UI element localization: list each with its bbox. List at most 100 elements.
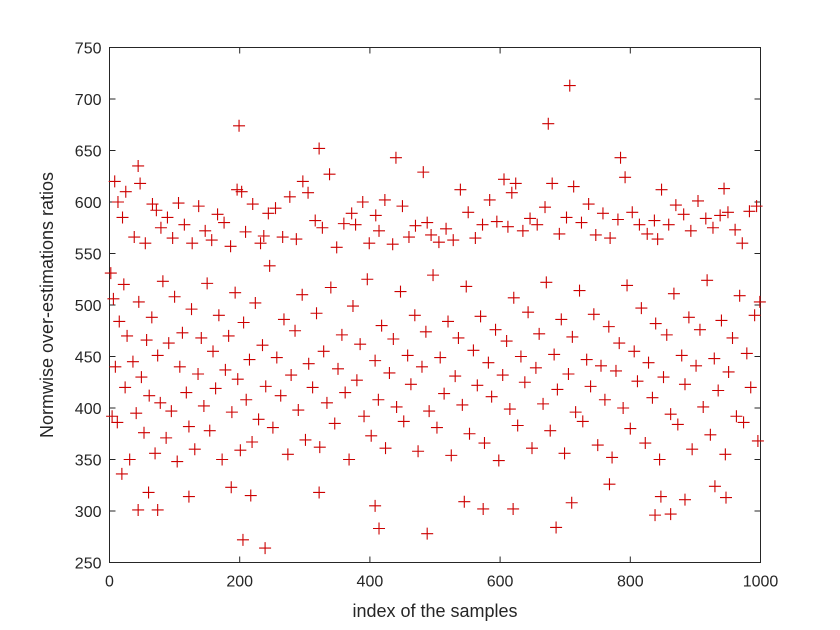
data-point [525,442,538,455]
data-point [596,207,609,220]
data-point [135,371,148,384]
data-point [611,213,624,226]
data-point [266,421,279,434]
data-point [718,182,731,195]
data-point [252,413,265,426]
data-point [205,234,218,247]
data-point [239,225,252,238]
data-point [737,416,750,429]
data-point [678,378,691,391]
data-point [531,218,544,231]
data-point [669,199,682,212]
data-point [257,229,270,242]
data-point [631,375,644,388]
data-point [212,309,225,322]
data-point [309,214,322,227]
data-point [621,279,634,292]
x-tick-label: 0 [105,574,114,591]
data-point [115,467,128,480]
data-point [553,227,566,240]
data-point [595,359,608,372]
data-point [522,306,535,319]
data-point [274,389,287,402]
data-point [733,289,746,302]
data-point [726,331,739,344]
data-point [330,241,343,254]
data-point [259,380,272,393]
data-point [254,237,267,250]
data-point [690,359,703,372]
x-axis-label: index of the samples [352,601,517,621]
data-point [447,234,460,247]
data-point [714,209,727,222]
data-point [209,382,222,395]
data-point [452,331,465,344]
data-point [182,420,195,433]
data-point [753,295,766,308]
data-point [516,224,529,237]
data-point [539,201,552,214]
data-point [555,313,568,326]
data-point [143,389,156,402]
data-point [722,365,735,378]
data-point [387,332,400,345]
data-point [730,410,743,423]
data-point [438,387,451,400]
data-point [646,391,659,404]
data-point [173,360,186,373]
data-point [132,159,145,172]
axis-ticks: 0 200 400 600 800 1000 250 300 350 400 450 500 550 60… [75,41,779,591]
data-point [566,330,579,343]
data-point [507,502,520,515]
data-point [613,337,626,350]
data-point [363,237,376,250]
data-point [686,443,699,456]
data-point [560,211,573,224]
y-tick-label: 750 [75,41,102,58]
data-point [328,417,341,430]
data-point [736,237,749,250]
data-point [482,356,495,369]
data-point [240,393,253,406]
data-point [316,221,329,234]
data-point [166,232,179,245]
data-point [358,410,371,423]
data-point [186,237,199,250]
data-point [445,449,458,462]
data-point [404,378,417,391]
data-point [109,360,122,373]
data-point [654,490,667,503]
data-point [474,310,487,323]
data-point [401,349,414,362]
data-point [624,422,637,435]
data-point [146,198,159,211]
data-point [565,496,578,509]
x-tick-label: 600 [487,574,514,591]
data-point [657,371,670,384]
data-point [467,344,480,357]
data-point [684,224,697,237]
data-point [276,231,289,244]
data-point [149,447,162,460]
data-point [573,284,586,297]
x-tick-label: 1000 [743,574,779,591]
data-point [154,396,167,409]
data-point [440,222,453,235]
data-point [699,212,712,225]
data-point [664,408,677,421]
data-point [496,369,509,382]
data-point [660,328,673,341]
data-point [677,208,690,221]
data-point [156,275,169,288]
data-point [246,435,259,448]
x-tick-label: 200 [226,574,253,591]
data-point [172,197,185,210]
data-point [145,311,158,324]
data-point [507,291,520,304]
data-point [197,399,210,412]
data-point [246,198,259,211]
data-point [192,200,205,213]
data-point [349,218,362,231]
data-point [498,173,511,186]
